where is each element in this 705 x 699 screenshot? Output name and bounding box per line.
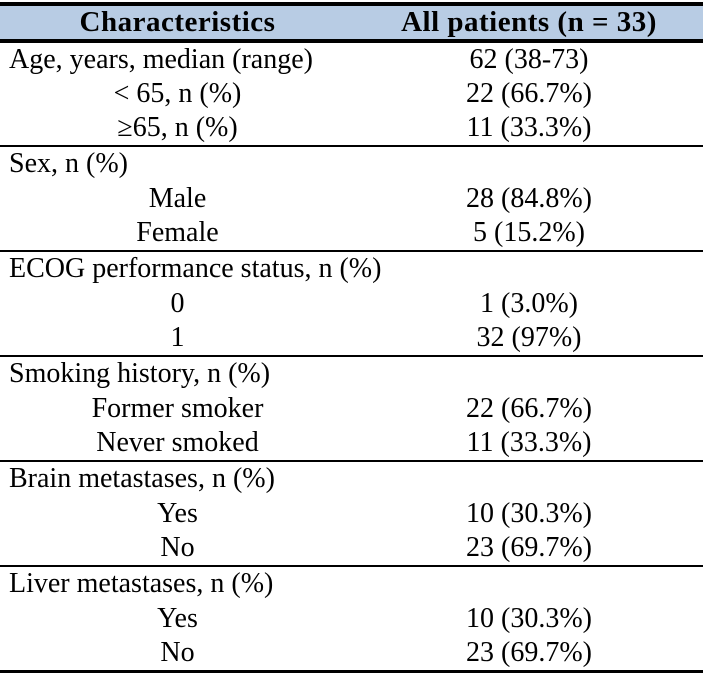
row-value: 10 (30.3%) bbox=[466, 497, 592, 529]
row-value: 23 (69.7%) bbox=[466, 532, 592, 564]
row-sublabel: ≥65, n (%) bbox=[117, 112, 238, 144]
row-value bbox=[355, 250, 703, 286]
row-value: 22 (66.7%) bbox=[466, 392, 592, 424]
table-row: Liver metastases, n (%) bbox=[0, 565, 703, 601]
table-row: ≥65, n (%) 11 (33.3%) bbox=[0, 111, 703, 146]
row-sublabel: 0 bbox=[170, 287, 185, 319]
header-cell-all-patients: All patients (n = 33) bbox=[355, 4, 703, 43]
row-sublabel: Former smoker bbox=[91, 392, 264, 424]
row-sublabel: Yes bbox=[157, 602, 198, 634]
patient-characteristics-table: Characteristics All patients (n = 33) Ag… bbox=[0, 2, 703, 673]
table-row: ECOG performance status, n (%) bbox=[0, 250, 703, 286]
row-value: 11 (33.3%) bbox=[466, 112, 592, 144]
row-value bbox=[355, 145, 703, 181]
table-row: Brain metastases, n (%) bbox=[0, 460, 703, 496]
row-value: 62 (38-73) bbox=[469, 43, 589, 75]
row-section-label: Smoking history, n (%) bbox=[0, 355, 355, 391]
header-cell-characteristics: Characteristics bbox=[0, 4, 355, 43]
row-sublabel: < 65, n (%) bbox=[113, 77, 242, 109]
table-row: Male 28 (84.8%) bbox=[0, 181, 703, 216]
row-sublabel: Female bbox=[136, 217, 219, 249]
row-value bbox=[355, 460, 703, 496]
table-row: Former smoker 22 (66.7%) bbox=[0, 391, 703, 426]
row-section-label: Age, years, median (range) bbox=[9, 43, 313, 75]
table-body: Age, years, median (range) 62 (38-73) < 65… bbox=[0, 41, 703, 671]
row-value: 1 (3.0%) bbox=[480, 287, 578, 319]
table-row: Yes 10 (30.3%) bbox=[0, 601, 703, 636]
table-row: Never smoked 11 (33.3%) bbox=[0, 426, 703, 461]
row-sublabel: 1 bbox=[170, 322, 185, 354]
row-value: 28 (84.8%) bbox=[466, 182, 592, 214]
row-section-label: Sex, n (%) bbox=[0, 145, 355, 181]
table-row: Smoking history, n (%) bbox=[0, 355, 703, 391]
table-row: 1 32 (97%) bbox=[0, 321, 703, 356]
row-sublabel: Yes bbox=[157, 497, 198, 529]
row-value bbox=[355, 565, 703, 601]
row-value: 10 (30.3%) bbox=[466, 602, 592, 634]
table-row: Yes 10 (30.3%) bbox=[0, 496, 703, 531]
table-row: Sex, n (%) bbox=[0, 145, 703, 181]
row-sublabel: Male bbox=[148, 182, 207, 214]
row-value: 11 (33.3%) bbox=[466, 427, 592, 459]
table-row: < 65, n (%) 22 (66.7%) bbox=[0, 76, 703, 111]
row-value: 32 (97%) bbox=[476, 322, 582, 354]
table-row: No 23 (69.7%) bbox=[0, 531, 703, 566]
row-sublabel: Never smoked bbox=[96, 427, 259, 459]
row-value: 5 (15.2%) bbox=[473, 217, 585, 249]
row-sublabel: No bbox=[160, 532, 195, 564]
table-row: No 23 (69.7%) bbox=[0, 636, 703, 671]
row-section-label: Liver metastases, n (%) bbox=[0, 565, 355, 601]
row-value: 23 (69.7%) bbox=[466, 637, 592, 669]
row-value: 22 (66.7%) bbox=[466, 77, 592, 109]
row-sublabel: No bbox=[160, 637, 195, 669]
header-row: Characteristics All patients (n = 33) bbox=[0, 4, 703, 43]
table-row: Female 5 (15.2%) bbox=[0, 216, 703, 251]
table-row: Age, years, median (range) 62 (38-73) bbox=[0, 41, 703, 76]
table-row: 0 1 (3.0%) bbox=[0, 286, 703, 321]
row-section-label: Brain metastases, n (%) bbox=[0, 460, 355, 496]
row-value bbox=[355, 355, 703, 391]
row-section-label: ECOG performance status, n (%) bbox=[0, 250, 381, 286]
